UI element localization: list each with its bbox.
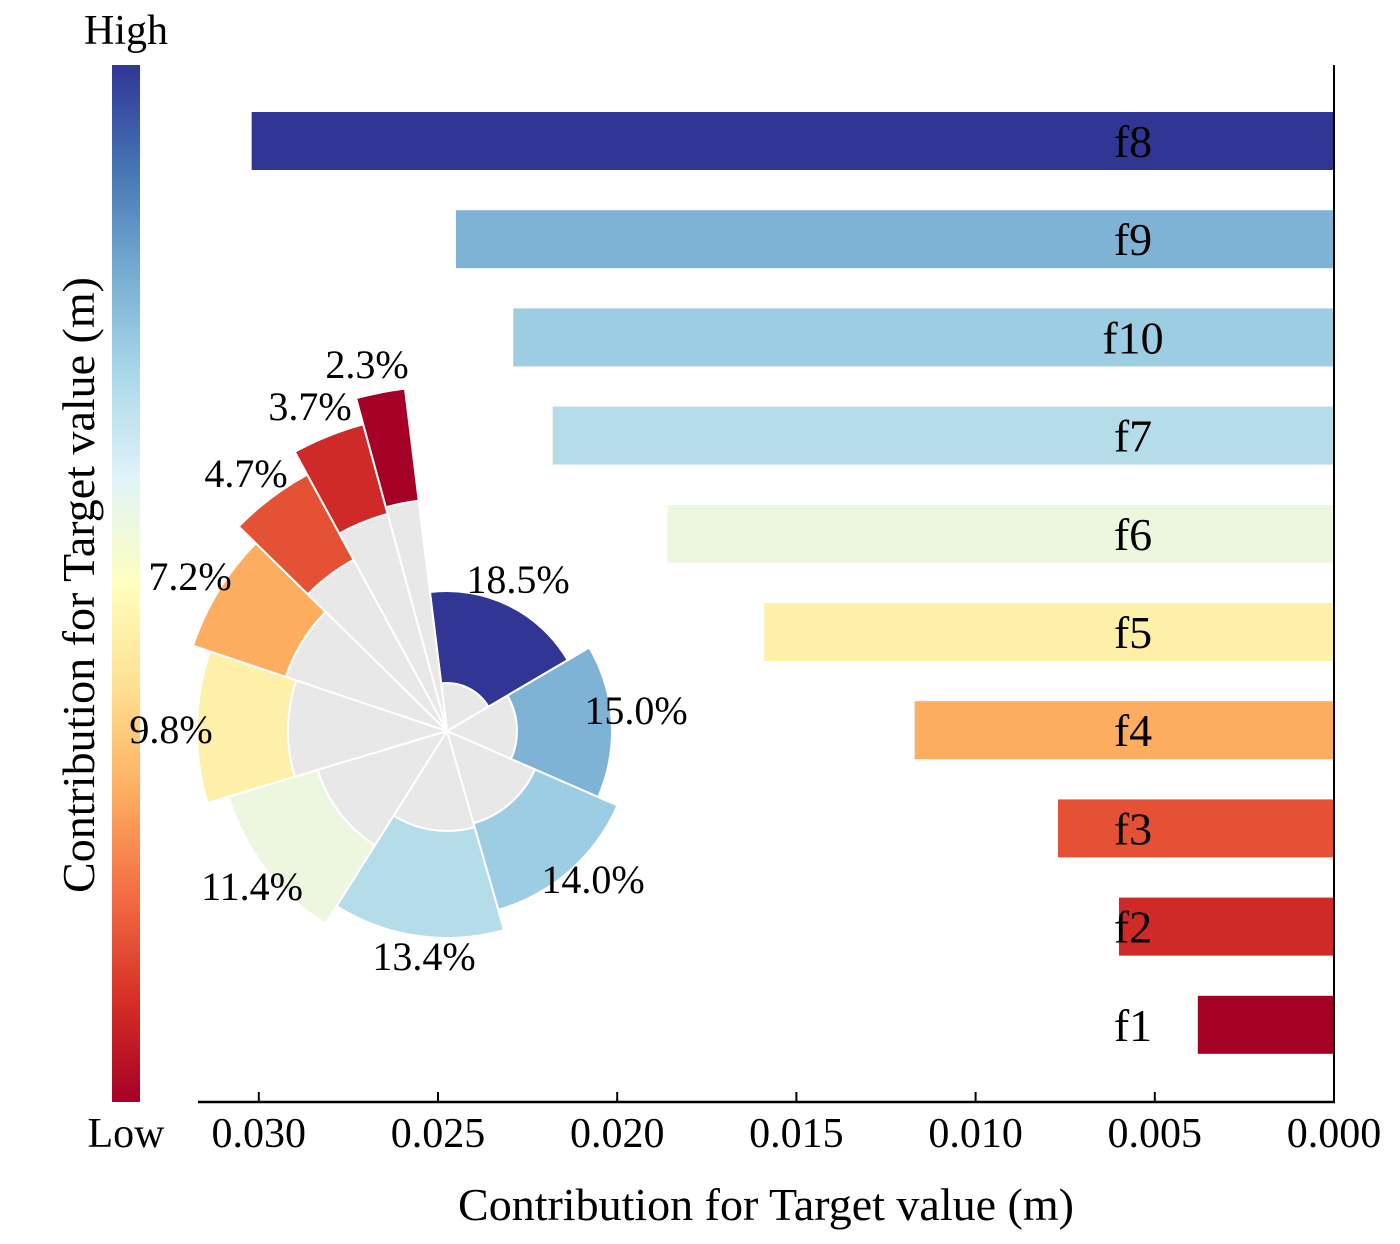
- rose-label-f1: 2.3%: [325, 342, 408, 387]
- bar-f10: [513, 308, 1334, 367]
- axes: [198, 65, 1335, 1104]
- colorbar: High Low: [84, 8, 168, 1157]
- bar-label-f10: f10: [1102, 312, 1163, 363]
- bar-label-f3: f3: [1114, 803, 1152, 854]
- bar-f2: [1118, 897, 1334, 956]
- bar-label-f2: f2: [1114, 902, 1152, 953]
- bar-f6: [667, 504, 1334, 563]
- rose-wedge-f8: [428, 590, 570, 709]
- rose-label-f7: 13.4%: [372, 934, 475, 979]
- bar-f7: [552, 406, 1334, 465]
- rose-label-f3: 4.7%: [204, 451, 287, 496]
- rose-label-f6: 11.4%: [201, 864, 303, 909]
- bar-f1: [1197, 995, 1334, 1054]
- bar-label-f5: f5: [1114, 607, 1152, 658]
- bar-f5: [764, 603, 1334, 661]
- x-tick-label: 0.000: [1287, 1111, 1382, 1157]
- x-tick-label: 0.005: [1108, 1111, 1203, 1157]
- colorbar-high-label: High: [84, 8, 168, 54]
- rose-label-f9: 15.0%: [584, 688, 687, 733]
- y-axis-label: Contribution for Target value (m): [53, 277, 104, 893]
- bar-f3: [1058, 799, 1334, 858]
- bar-f9: [455, 210, 1334, 269]
- x-tick-label: 0.020: [570, 1111, 665, 1157]
- bar-f4: [914, 701, 1334, 760]
- bars: f8 f9 f10 f7 f6 f5 f4 f3 f2 f1: [251, 112, 1335, 1054]
- rose-label-f5: 9.8%: [129, 707, 212, 752]
- x-tick-label: 0.015: [749, 1111, 844, 1157]
- x-ticks: 0.030 0.025 0.020 0.015 0.010 0.005 0.000: [212, 1092, 1382, 1157]
- rose-wedge-f9: [506, 646, 613, 799]
- rose-label-f4: 7.2%: [148, 554, 231, 599]
- bar-label-f6: f6: [1114, 509, 1152, 560]
- x-axis-label: Contribution for Target value (m): [458, 1179, 1074, 1230]
- bar-label-f1: f1: [1114, 1000, 1152, 1051]
- bar-label-f7: f7: [1114, 411, 1152, 462]
- rose-label-f10: 14.0%: [541, 857, 644, 902]
- rose-label-f2: 3.7%: [268, 384, 351, 429]
- colorbar-low-label: Low: [88, 1111, 166, 1157]
- bar-label-f4: f4: [1114, 705, 1152, 756]
- rose-chart: 18.5% 15.0% 14.0% 13.4% 11.4% 9.8% 7.2% 4.7% 3.7…: [129, 342, 687, 979]
- rose-label-f8: 18.5%: [466, 557, 569, 602]
- bar-label-f9: f9: [1114, 214, 1152, 265]
- colorbar-gradient: [112, 65, 140, 1102]
- x-tick-label: 0.030: [212, 1111, 307, 1157]
- x-tick-label: 0.025: [391, 1111, 486, 1157]
- bar-f8: [251, 112, 1335, 170]
- bar-label-f8: f8: [1114, 116, 1152, 167]
- x-tick-label: 0.010: [928, 1111, 1023, 1157]
- rose-wedge-f1: [354, 387, 420, 509]
